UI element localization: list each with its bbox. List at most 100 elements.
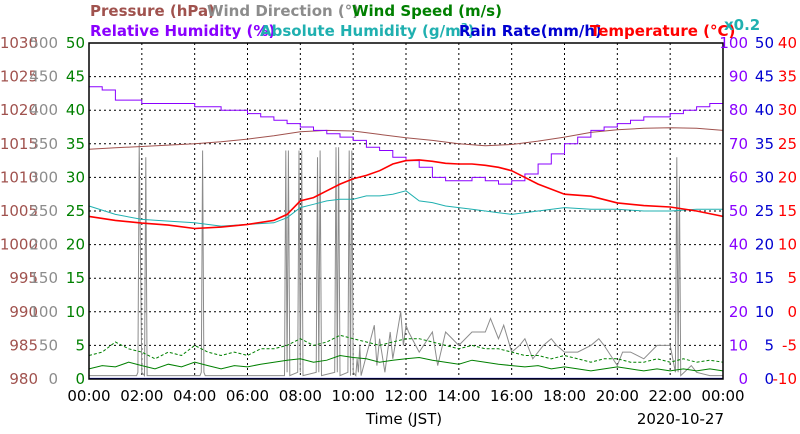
tick-label-wind-speed: 5 bbox=[75, 336, 85, 354]
series-wind-direction bbox=[89, 143, 723, 377]
tick-label-rh: 60 bbox=[729, 168, 748, 186]
tick-label-wind-dir: 450 bbox=[29, 68, 58, 86]
x-tick-label: 14:00 bbox=[437, 387, 480, 405]
x-tick-label: 22:00 bbox=[649, 387, 692, 405]
tick-label-wind-speed: 30 bbox=[66, 168, 85, 186]
tick-label-wind-dir: 500 bbox=[29, 34, 58, 52]
tick-label-pressure: 1020 bbox=[0, 101, 38, 119]
x-tick-label: 16:00 bbox=[490, 387, 533, 405]
tick-label-wind-dir: 350 bbox=[29, 135, 58, 153]
tick-label-rh: 30 bbox=[729, 269, 748, 287]
tick-label-rain: 15 bbox=[755, 269, 774, 287]
series-wind-speed-max bbox=[88, 334, 724, 363]
tick-label-rain: 45 bbox=[755, 68, 774, 86]
tick-label-pressure: 1000 bbox=[0, 236, 38, 254]
temp-end: ) bbox=[729, 22, 736, 40]
tick-label-rain: 10 bbox=[755, 303, 774, 321]
tick-label-rain: 35 bbox=[755, 135, 774, 153]
tick-label-pressure: 1005 bbox=[0, 202, 38, 220]
scale-note: x0.2 bbox=[724, 16, 760, 34]
tick-label-wind-speed: 35 bbox=[66, 135, 85, 153]
tick-label-temp: 25 bbox=[778, 135, 797, 153]
tick-label-wind-dir: 0 bbox=[48, 370, 58, 388]
tick-label-wind-dir: 50 bbox=[39, 336, 58, 354]
tick-label-rh: 10 bbox=[729, 336, 748, 354]
x-tick-label: 12:00 bbox=[384, 387, 427, 405]
tick-label-wind-speed: 40 bbox=[66, 101, 85, 119]
tick-label-wind-dir: 250 bbox=[29, 202, 58, 220]
tick-label-temp: 35 bbox=[778, 68, 797, 86]
tick-label-wind-dir: 100 bbox=[29, 303, 58, 321]
series-pressure-hpa bbox=[88, 127, 724, 150]
tick-label-temp: -10 bbox=[773, 370, 798, 388]
tick-label-wind-speed: 50 bbox=[66, 34, 85, 52]
x-tick-label: 00:00 bbox=[67, 387, 110, 405]
tick-label-pressure: 1030 bbox=[0, 34, 38, 52]
temp-unit: °C bbox=[710, 22, 729, 40]
tick-label-rh: 80 bbox=[729, 101, 748, 119]
tick-label-pressure: 995 bbox=[9, 269, 38, 287]
tick-label-temp: 30 bbox=[778, 101, 797, 119]
tick-label-pressure: 980 bbox=[9, 370, 38, 388]
x-tick-label: 10:00 bbox=[332, 387, 375, 405]
tick-label-temp: 10 bbox=[778, 236, 797, 254]
grid-lines bbox=[89, 43, 723, 379]
tick-label-temp: 20 bbox=[778, 168, 797, 186]
tick-label-rh: 90 bbox=[729, 68, 748, 86]
tick-label-temp: 0 bbox=[787, 303, 797, 321]
title-wind-speed: Wind Speed (m/s) bbox=[352, 2, 502, 20]
tick-label-rain: 50 bbox=[755, 34, 774, 52]
tick-label-pressure: 1015 bbox=[0, 135, 38, 153]
x-tick-label: 02:00 bbox=[120, 387, 163, 405]
title-rain-rate: Rain Rate(mm/h) bbox=[459, 22, 602, 40]
plot-frame bbox=[88, 42, 724, 380]
tick-label-rh: 0 bbox=[738, 370, 748, 388]
title-pressure: Pressure (hPa) bbox=[90, 2, 215, 20]
x-tick-label: 20:00 bbox=[596, 387, 639, 405]
tick-label-rain: 0 bbox=[764, 370, 774, 388]
tick-label-wind-dir: 200 bbox=[29, 236, 58, 254]
tick-label-wind-speed: 45 bbox=[66, 68, 85, 86]
date-label: 2020-10-27 bbox=[637, 410, 724, 428]
tick-label-rain: 30 bbox=[755, 168, 774, 186]
tick-label-rh: 50 bbox=[729, 202, 748, 220]
tick-label-wind-dir: 400 bbox=[29, 101, 58, 119]
tick-label-wind-speed: 15 bbox=[66, 269, 85, 287]
tick-label-wind-speed: 10 bbox=[66, 303, 85, 321]
series-relative-humidity bbox=[89, 86, 724, 185]
title-absolute-humidity: Absolute Humidity (g/m3) bbox=[260, 22, 475, 40]
abs-hum-end: ) bbox=[468, 22, 475, 40]
x-tick-label: 06:00 bbox=[226, 387, 269, 405]
tick-label-temp: -5 bbox=[782, 336, 797, 354]
tick-label-pressure: 985 bbox=[9, 336, 38, 354]
tick-label-rain: 40 bbox=[755, 101, 774, 119]
temp-main: Temperature ( bbox=[590, 22, 710, 40]
title-wind-direction: Wind Direction (°) bbox=[207, 2, 359, 20]
x-tick-label: 08:00 bbox=[279, 387, 322, 405]
x-tick-label: 00:00 bbox=[701, 387, 744, 405]
x-tick-label: 04:00 bbox=[173, 387, 216, 405]
tick-label-temp: 40 bbox=[778, 34, 797, 52]
series-wind-speed-m-s bbox=[88, 354, 724, 372]
series-temperature-c bbox=[88, 159, 724, 230]
tick-label-rh: 100 bbox=[719, 34, 748, 52]
x-tick-label: 18:00 bbox=[543, 387, 586, 405]
tick-label-rain: 5 bbox=[764, 336, 774, 354]
x-axis-label: Time (JST) bbox=[365, 410, 442, 428]
title-relative-humidity: Relative Humidity (%) bbox=[90, 22, 275, 40]
abs-hum-main: Absolute Humidity (g/m bbox=[260, 22, 461, 40]
tick-label-pressure: 1010 bbox=[0, 168, 38, 186]
abs-hum-sup: 3 bbox=[461, 22, 468, 33]
tick-label-wind-dir: 300 bbox=[29, 168, 58, 186]
tick-label-rh: 70 bbox=[729, 135, 748, 153]
tick-label-wind-speed: 0 bbox=[75, 370, 85, 388]
tick-label-pressure: 990 bbox=[9, 303, 38, 321]
tick-label-pressure: 1025 bbox=[0, 68, 38, 86]
tick-label-rh: 20 bbox=[729, 303, 748, 321]
tick-label-wind-speed: 20 bbox=[66, 236, 85, 254]
axis-tick-labels: 1030102510201015101010051000995990985980… bbox=[0, 34, 797, 405]
tick-label-rain: 20 bbox=[755, 236, 774, 254]
title-temperature: Temperature (°C) bbox=[590, 22, 735, 40]
tick-label-wind-dir: 150 bbox=[29, 269, 58, 287]
